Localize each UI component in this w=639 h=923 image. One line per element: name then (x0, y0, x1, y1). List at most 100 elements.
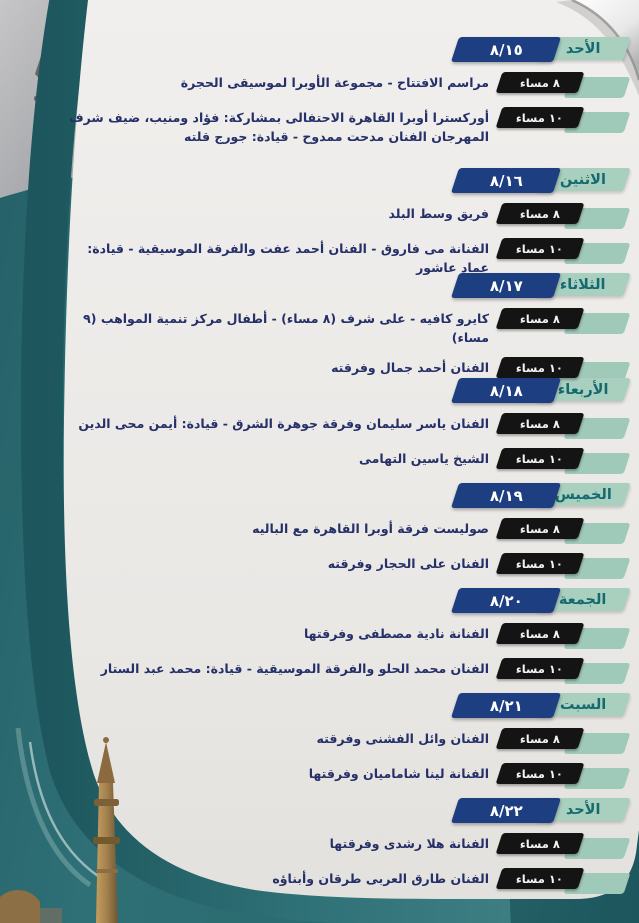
time-badge: ١٠ مساء (495, 356, 585, 378)
time-badge: ٨ مساء (495, 833, 585, 854)
day-header: الخميس ٨/١٩ (68, 483, 631, 509)
day-date-badge: ٨/١٧ (450, 273, 562, 298)
event-text: صوليست فرقة أوبرا القاهرة مع الباليه (252, 521, 489, 536)
time-badge: ١٠ مساء (495, 868, 585, 889)
day-name: الخميس (554, 486, 612, 503)
event-text: الفنان وائل الفشنى وفرقته (316, 731, 490, 746)
time-label: ٨ مساء (519, 521, 561, 536)
time-label: ٨ مساء (519, 416, 561, 431)
event-text: كايرو كافيه - على شرف (٨ مساء) - أطفال م… (83, 311, 489, 345)
day-name: الثلاثاء (560, 276, 606, 293)
time-badge: ١٠ مساء (495, 448, 585, 469)
day-section: الجمعة ٨/٢٠ ٨ مساء الفنانة نادية مصطفى و… (68, 588, 631, 693)
time-label: ٨ مساء (519, 731, 561, 746)
day-header: الاثنين ٨/١٦ (68, 168, 631, 194)
time-badge: ١٠ مساء (495, 107, 585, 128)
band-highlight (28, 741, 99, 878)
day-name: الجمعة (559, 591, 607, 608)
time-badge: ٨ مساء (495, 413, 585, 434)
day-date: ٨/٢٢ (489, 801, 523, 820)
event-row: ١٠ مساء الفنان طارق العربى طرقان وأبناؤه (68, 868, 631, 894)
day-date: ٨/١٦ (489, 171, 523, 190)
time-label: ١٠ مساء (516, 241, 564, 256)
day-header: السبت ٨/٢١ (68, 693, 631, 719)
time-label: ١٠ مساء (516, 556, 564, 571)
day-section: الأربعاء ٨/١٨ ٨ مساء الفنان ياسر سليمان … (68, 378, 631, 483)
day-date-badge: ٨/٢٢ (450, 798, 562, 823)
day-date-badge: ٨/١٨ (450, 378, 562, 403)
time-badge: ٨ مساء (495, 72, 585, 93)
day-section: الخميس ٨/١٩ ٨ مساء صوليست فرقة أوبرا الق… (68, 483, 631, 588)
event-text: الفنانة لينا شاماميان وفرقتها (308, 766, 489, 781)
day-name: الاثنين (559, 171, 607, 188)
event-row: ١٠ مساء الفنان أحمد جمال وفرقته (68, 356, 631, 383)
time-label: ٨ مساء (519, 75, 561, 90)
event-row: ١٠ مساء الفنانة مى فاروق - الفنان أحمد ع… (68, 238, 631, 278)
event-text: الفنان على الحجار وفرقته (327, 556, 489, 571)
event-text: أوركسترا أوبرا القاهرة الاحتفالى بمشاركة… (69, 110, 489, 144)
event-text: الفنانة نادية مصطفى وفرقتها (303, 626, 489, 641)
schedule: الأحد ٨/١٥ ٨ مساء مراسم الافتتاح - مجموع… (62, 0, 639, 923)
day-date: ٨/١٧ (489, 276, 523, 295)
event-text: فريق وسط البلد (388, 206, 490, 221)
day-header: الثلاثاء ٨/١٧ (68, 273, 631, 299)
time-label: ١٠ مساء (516, 360, 564, 374)
time-label: ١٠ مساء (516, 871, 564, 886)
day-date-badge: ٨/٢١ (450, 693, 562, 718)
day-header: الأربعاء ٨/١٨ (68, 378, 631, 404)
time-label: ١٠ مساء (516, 110, 564, 125)
time-badge: ١٠ مساء (495, 553, 585, 574)
day-name: الأحد (565, 40, 601, 57)
time-badge: ٨ مساء (495, 203, 585, 224)
event-text: الفنان أحمد جمال وفرقته (331, 359, 489, 375)
day-section: الثلاثاء ٨/١٧ ٨ مساء كايرو كافيه - على ش… (68, 273, 631, 383)
time-label: ٨ مساء (519, 836, 561, 851)
time-label: ٨ مساء (519, 626, 561, 641)
event-row: ٨ مساء فريق وسط البلد (68, 203, 631, 229)
time-badge: ٨ مساء (495, 728, 585, 749)
day-section: السبت ٨/٢١ ٨ مساء الفنان وائل الفشنى وفر… (68, 693, 631, 798)
event-row: ١٠ مساء الفنان على الحجار وفرقته (68, 553, 631, 579)
time-label: ٨ مساء (519, 311, 561, 326)
event-text: مراسم الافتتاح - مجموعة الأوبرا لموسيقى … (180, 75, 489, 90)
day-date: ٨/١٨ (489, 381, 523, 400)
time-badge: ١٠ مساء (495, 238, 585, 259)
arch-band (20, 0, 511, 923)
day-header: الأحد ٨/٢٢ (68, 798, 631, 824)
time-label: ١٠ مساء (516, 661, 564, 676)
day-section: الاثنين ٨/١٦ ٨ مساء فريق وسط البلد ١٠ مس… (68, 168, 631, 275)
day-name: السبت (559, 696, 607, 713)
day-date-badge: ٨/١٩ (450, 483, 562, 508)
event-row: ٨ مساء صوليست فرقة أوبرا القاهرة مع البا… (68, 518, 631, 544)
event-text: الفنان طارق العربى طرقان وأبناؤه (272, 871, 489, 886)
event-row: ١٠ مساء الفنانة لينا شاماميان وفرقتها (68, 763, 631, 789)
day-name: الأحد (565, 801, 601, 818)
time-badge: ١٠ مساء (495, 658, 585, 679)
band-highlight (15, 727, 92, 888)
event-text: الفنان ياسر سليمان وفرقة جوهرة الشرق - ق… (78, 416, 489, 431)
day-section: الأحد ٨/١٥ ٨ مساء مراسم الافتتاح - مجموع… (68, 37, 631, 168)
day-date: ٨/٢٠ (489, 591, 523, 610)
minaret-photo (0, 737, 120, 923)
time-badge: ٨ مساء (495, 518, 585, 539)
time-badge: ٨ مساء (495, 623, 585, 644)
day-header: الجمعة ٨/٢٠ (68, 588, 631, 614)
time-label: ١٠ مساء (516, 766, 564, 781)
event-row: ٨ مساء كايرو كافيه - على شرف (٨ مساء) - … (68, 308, 631, 348)
time-label: ٨ مساء (519, 206, 561, 221)
time-badge: ١٠ مساء (495, 763, 585, 784)
event-row: ٨ مساء الفنانة هلا رشدى وفرقتها (68, 833, 631, 859)
content-panel (63, 0, 639, 899)
event-text: الشيخ ياسين التهامى (359, 451, 489, 466)
day-name: الأربعاء (557, 381, 609, 398)
event-text: الفنانة هلا رشدى وفرقتها (329, 836, 489, 851)
time-label: ١٠ مساء (516, 451, 564, 466)
event-row: ١٠ مساء الشيخ ياسين التهامى (68, 448, 631, 474)
event-row: ٨ مساء الفنان ياسر سليمان وفرقة جوهرة ال… (68, 413, 631, 439)
day-date: ٨/١٥ (489, 40, 523, 59)
event-row: ٨ مساء الفنان وائل الفشنى وفرقته (68, 728, 631, 754)
day-date-badge: ٨/١٦ (450, 168, 562, 193)
day-header: الأحد ٨/١٥ (68, 37, 631, 63)
